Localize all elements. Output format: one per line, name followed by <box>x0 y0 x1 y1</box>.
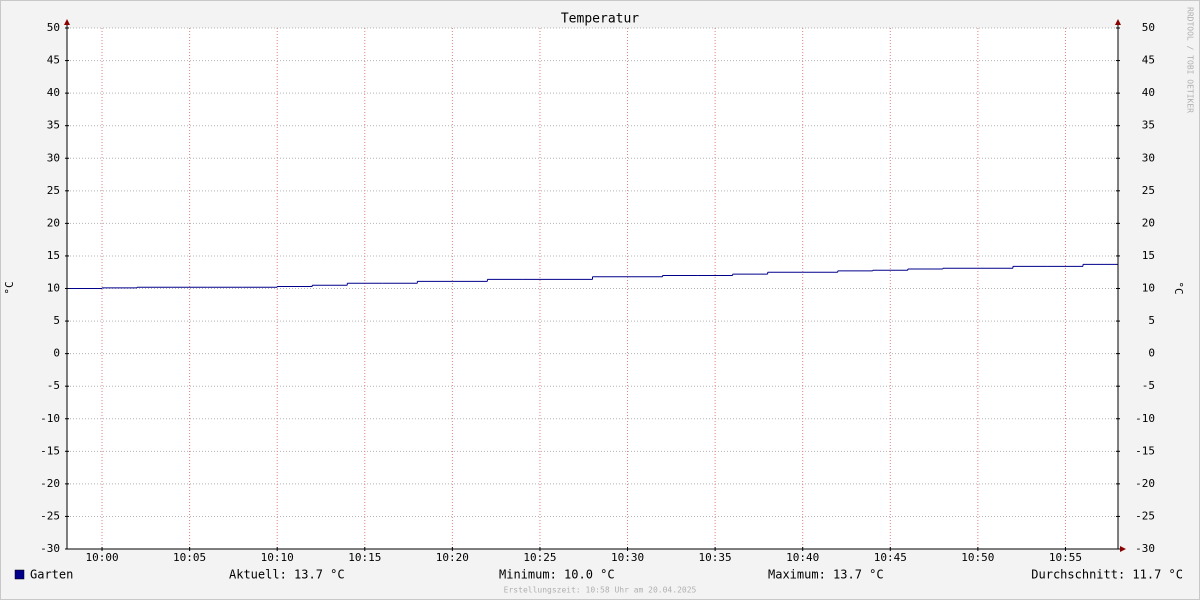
y-tick-label: -25 <box>40 509 60 522</box>
y2-tick-label: 30 <box>1142 151 1155 164</box>
y2-tick-label: -15 <box>1135 444 1155 457</box>
y2-tick-label: 0 <box>1148 347 1155 360</box>
y2-tick-label: 50 <box>1142 21 1155 34</box>
y2-tick-label: 15 <box>1142 249 1155 262</box>
y2-tick-label: 20 <box>1142 216 1155 229</box>
y2-tick-label: -5 <box>1142 379 1155 392</box>
legend-swatch <box>14 569 25 580</box>
y-tick-label: -20 <box>40 477 60 490</box>
x-tick-label: 10:25 <box>523 551 556 564</box>
y-tick-label: -10 <box>40 412 60 425</box>
axis-arrow <box>1115 19 1121 25</box>
x-tick-label: 10:50 <box>961 551 994 564</box>
y2-tick-label: 40 <box>1142 86 1155 99</box>
y2-tick-label: -30 <box>1135 542 1155 555</box>
y-tick-label: -30 <box>40 542 60 555</box>
y-tick-label: 25 <box>47 184 60 197</box>
y2-tick-label: 10 <box>1142 282 1155 295</box>
axis-arrow <box>64 19 70 25</box>
y-tick-label: -15 <box>40 444 60 457</box>
legend-stat: Durchschnitt: 11.7 °C <box>1031 568 1183 582</box>
legend-stat: Aktuell: 13.7 °C <box>229 568 345 582</box>
y2-tick-label: 25 <box>1142 184 1155 197</box>
y2-tick-label: 35 <box>1142 119 1155 132</box>
y2-tick-label: 5 <box>1148 314 1155 327</box>
y-tick-label: 35 <box>47 119 60 132</box>
y2-axis-label: °C <box>1172 281 1185 294</box>
y-tick-label: 0 <box>53 347 60 360</box>
y-tick-label: 15 <box>47 249 60 262</box>
x-tick-label: 10:40 <box>786 551 819 564</box>
legend-stat: Minimum: 10.0 °C <box>499 568 615 582</box>
y-tick-label: 45 <box>47 54 60 67</box>
y2-tick-label: -10 <box>1135 412 1155 425</box>
x-tick-label: 10:35 <box>699 551 732 564</box>
legend-stat: Maximum: 13.7 °C <box>768 568 884 582</box>
x-tick-label: 10:15 <box>348 551 381 564</box>
footer: Erstellungszeit: 10:58 Uhr am 20.04.2025 <box>504 586 697 595</box>
y-tick-label: 40 <box>47 86 60 99</box>
x-tick-label: 10:10 <box>261 551 294 564</box>
y2-tick-label: 45 <box>1142 54 1155 67</box>
y-tick-label: -5 <box>47 379 60 392</box>
x-tick-label: 10:20 <box>436 551 469 564</box>
y-axis-label: °C <box>3 281 16 294</box>
grid <box>67 27 1118 550</box>
y-tick-label: 10 <box>47 282 60 295</box>
x-tick-label: 10:00 <box>85 551 118 564</box>
watermark: RRDTOOL / TOBI OETIKER <box>1186 7 1195 113</box>
y-tick-label: 20 <box>47 216 60 229</box>
x-tick-label: 10:30 <box>611 551 644 564</box>
x-tick-label: 10:55 <box>1049 551 1082 564</box>
y-tick-label: 30 <box>47 151 60 164</box>
y2-tick-label: -20 <box>1135 477 1155 490</box>
axis-arrow <box>1120 546 1126 552</box>
series <box>67 263 1118 289</box>
chart-title: Temperatur <box>561 12 639 27</box>
x-tick-label: 10:05 <box>173 551 206 564</box>
y-tick-label: 5 <box>53 314 60 327</box>
y2-tick-label: -25 <box>1135 509 1155 522</box>
y-tick-label: 50 <box>47 21 60 34</box>
x-tick-label: 10:45 <box>874 551 907 564</box>
legend-label: Garten <box>30 568 73 582</box>
